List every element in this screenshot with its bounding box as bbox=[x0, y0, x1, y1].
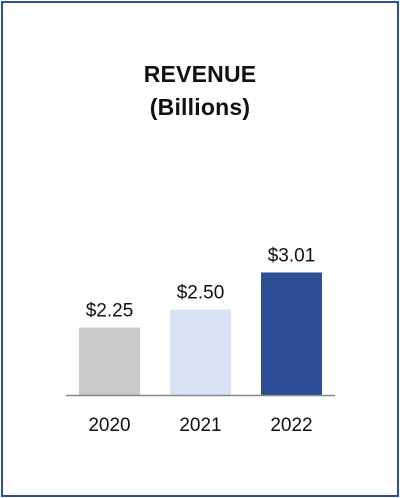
chart-title: REVENUE bbox=[143, 61, 257, 87]
value-label-2020: $2.25 bbox=[86, 301, 134, 322]
bar-2020 bbox=[79, 327, 140, 395]
value-label-2022: $3.01 bbox=[268, 245, 316, 266]
value-label-2021: $2.50 bbox=[177, 282, 225, 303]
x-tick-label-2022: 2022 bbox=[270, 415, 312, 436]
x-tick-label-2020: 2020 bbox=[88, 415, 130, 436]
chart-subtitle: (Billions) bbox=[149, 94, 251, 120]
x-tick-label-2021: 2021 bbox=[179, 415, 221, 436]
bar-2022 bbox=[261, 272, 322, 395]
bar-2021 bbox=[170, 309, 231, 395]
